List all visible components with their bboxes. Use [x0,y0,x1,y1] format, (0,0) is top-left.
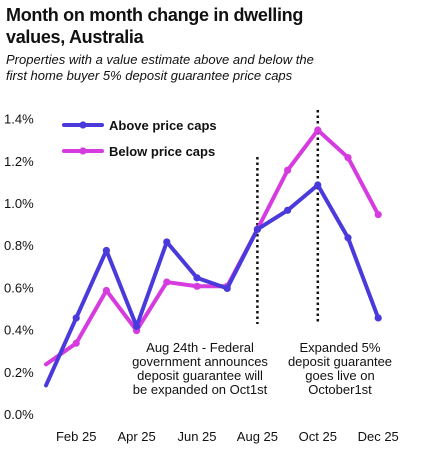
data-point [314,181,322,189]
data-point [314,126,322,134]
data-point [374,314,382,322]
y-tick-label: 0.6% [4,280,34,295]
y-tick-label: 0.0% [4,407,34,422]
title-line-2: values, Australia [6,27,144,47]
y-tick-label: 0.4% [4,323,34,338]
annotation-text: Aug 24th - Federal [146,340,254,355]
data-point [284,166,292,174]
series-line [44,128,381,367]
data-point [102,286,110,295]
x-tick-label: Oct 25 [299,429,337,444]
annotation-text: October1st [308,382,372,397]
data-point [72,339,80,347]
annotation-text: be expanded on Oct1st [133,382,268,397]
annotation-text: Expanded 5% [300,340,381,355]
y-tick-label: 1.4% [4,112,34,127]
data-point [374,210,382,219]
data-point [284,206,292,214]
chart-subtitle: Properties with a value estimate above a… [6,52,416,84]
subtitle-line-2: first home buyer 5% deposit guarantee pr… [6,68,293,83]
y-tick-label: 1.0% [4,196,34,211]
legend-marker [79,121,87,129]
chart-title: Month on month change in dwelling values… [6,4,416,48]
annotation-text: government announces [132,354,268,369]
y-tick-label: 0.2% [4,365,34,380]
y-tick-label: 1.2% [4,154,34,169]
data-point [223,284,231,292]
data-point [344,234,352,242]
data-point [102,246,110,255]
x-tick-label: Feb 25 [56,429,96,444]
data-point [133,322,141,330]
legend-label: Above price caps [109,118,217,133]
data-point [344,153,352,162]
annotation-text: deposit guarantee [288,354,392,369]
annotation-text: goes live on [305,368,374,383]
legend-label: Below price caps [109,144,215,159]
series-line [44,183,381,388]
data-point [163,278,171,286]
data-point [193,282,201,290]
title-line-1: Month on month change in dwelling [6,5,304,25]
data-point [193,274,201,282]
data-point [253,225,261,233]
data-point [163,238,171,246]
legend-marker [79,147,87,155]
data-point [72,314,80,322]
y-tick-label: 0.8% [4,238,34,253]
x-tick-label: Dec 25 [358,429,399,444]
subtitle-line-1: Properties with a value estimate above a… [6,52,314,67]
annotation-text: deposit guarantee will [137,368,263,383]
x-tick-label: Apr 25 [117,429,155,444]
x-tick-label: Aug 25 [237,429,278,444]
x-tick-label: Jun 25 [177,429,216,444]
